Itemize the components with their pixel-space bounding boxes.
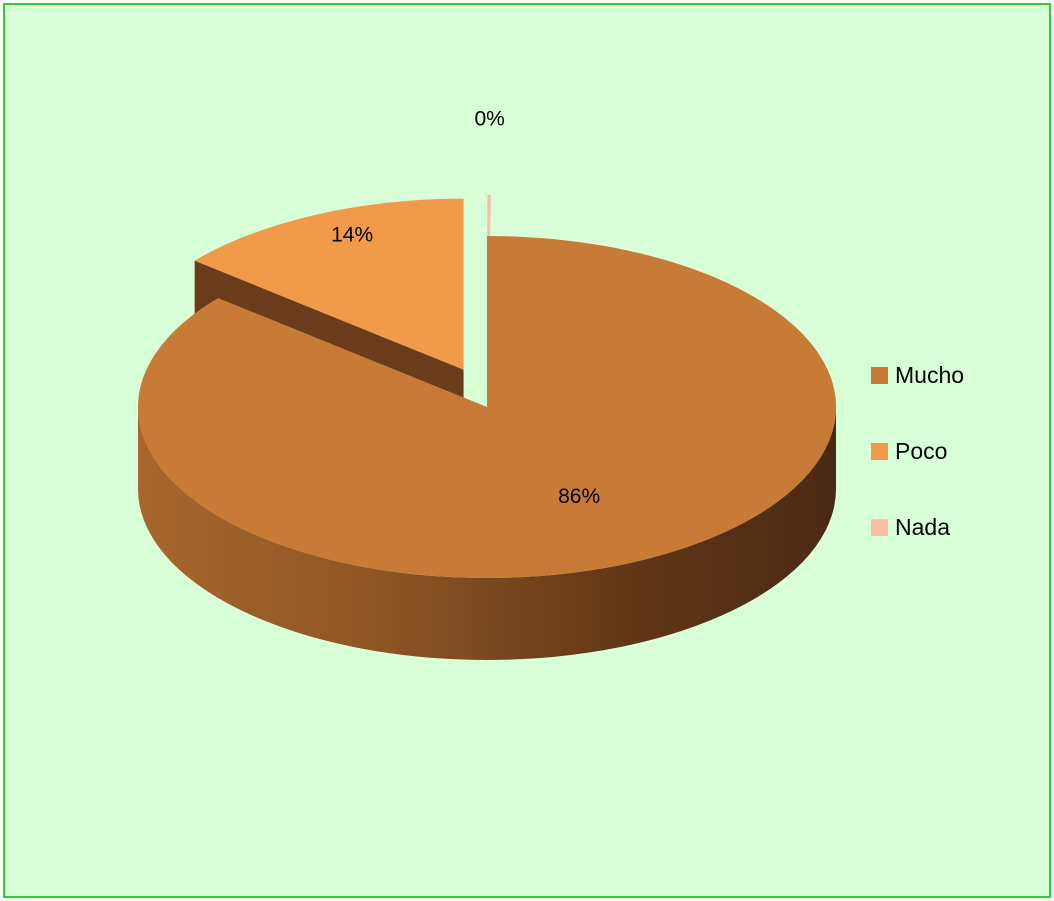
legend: Mucho Poco Nada	[871, 362, 964, 540]
data-label-mucho: 86%	[558, 485, 600, 508]
legend-swatch-mucho	[871, 367, 888, 384]
slice-top-poco	[194, 198, 464, 370]
data-labels: 86% 14% 0%	[331, 107, 600, 507]
legend-label-mucho: Mucho	[895, 362, 964, 388]
slice-mucho	[137, 236, 836, 660]
data-label-poco: 14%	[331, 224, 373, 247]
legend-swatch-nada	[871, 519, 888, 536]
legend-swatch-poco	[871, 443, 888, 460]
slice-side-mucho	[138, 407, 836, 660]
pie-plot	[137, 194, 836, 660]
chart-area: 86% 14% 0% Mucho Poco Nada	[3, 3, 1051, 898]
legend-label-nada: Nada	[895, 514, 950, 540]
slice-top-mucho	[137, 236, 836, 578]
pie-chart: 86% 14% 0% Mucho Poco Nada	[5, 5, 1049, 896]
legend-label-poco: Poco	[895, 438, 947, 464]
data-label-nada: 0%	[474, 107, 504, 130]
